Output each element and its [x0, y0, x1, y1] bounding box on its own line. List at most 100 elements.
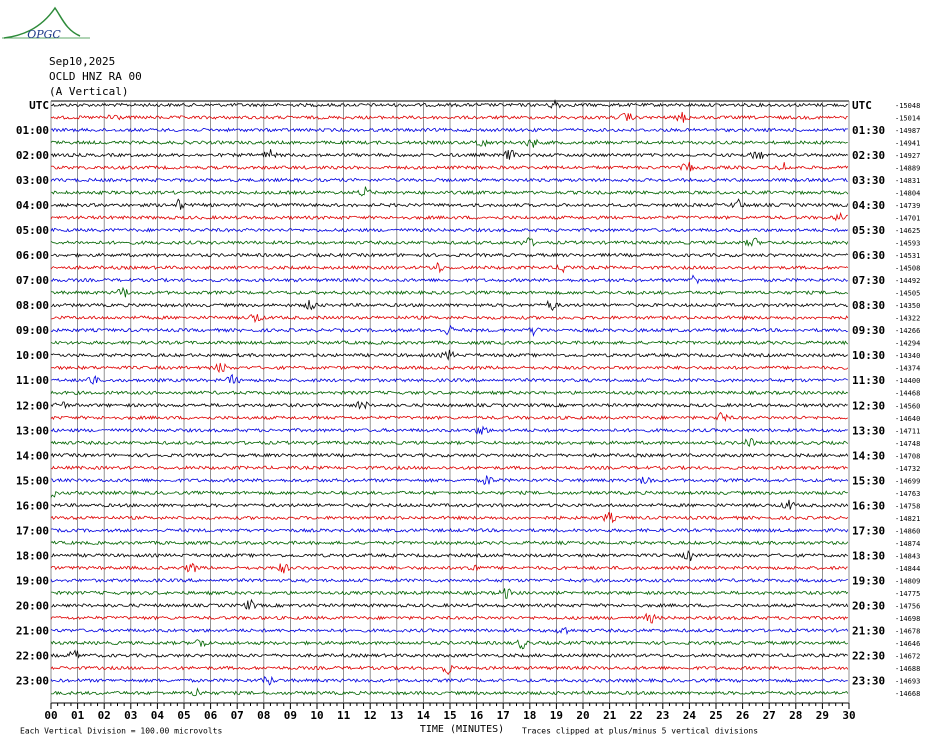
x-tick-label: 17 — [497, 709, 510, 722]
right-time-label: 23:30 — [852, 674, 885, 687]
station: OCLD HNZ RA 00 — [49, 70, 142, 83]
trace — [50, 649, 848, 659]
right-time-label: 19:30 — [852, 574, 885, 587]
trace — [50, 475, 849, 486]
row-offset: -14809 — [895, 577, 920, 585]
trace — [50, 577, 848, 583]
left-time-label: 05:00 — [16, 224, 49, 237]
trace — [50, 540, 849, 546]
left-time-label: 08:00 — [16, 299, 49, 312]
left-time-label: 15:00 — [16, 474, 49, 487]
trace — [50, 373, 849, 385]
right-time-label: 10:30 — [852, 349, 885, 362]
row-offset: -14927 — [895, 152, 920, 160]
trace — [50, 299, 848, 311]
x-tick-label: 24 — [683, 709, 697, 722]
x-tick-label: 11 — [337, 709, 351, 722]
trace — [50, 161, 849, 172]
row-offset: -14266 — [895, 327, 920, 335]
row-offset: -14468 — [895, 390, 920, 398]
right-time-label: 20:30 — [852, 599, 885, 612]
row-offset: -14821 — [895, 515, 920, 523]
x-tick-label: 20 — [576, 709, 589, 722]
right-time-label: 04:30 — [852, 199, 885, 212]
row-offset: -14756 — [895, 602, 920, 610]
row-offset: -14350 — [895, 302, 920, 310]
x-tick-label: 03 — [124, 709, 137, 722]
trace — [50, 490, 848, 498]
x-axis-title: TIME (MINUTES) — [420, 724, 504, 735]
logo-curve — [3, 6, 81, 39]
trace — [50, 598, 849, 610]
trace — [50, 314, 849, 324]
row-offset: -14889 — [895, 165, 920, 173]
trace — [50, 252, 849, 258]
trace — [50, 511, 849, 524]
left-time-label: 18:00 — [16, 549, 49, 562]
right-time-label: 16:30 — [852, 499, 885, 512]
right-time-label: 11:30 — [852, 374, 885, 387]
trace — [50, 499, 849, 510]
row-offset: -14640 — [895, 415, 920, 423]
trace — [50, 362, 849, 374]
row-offset: -14732 — [895, 465, 920, 473]
component: (A Vertical) — [49, 85, 128, 98]
x-tick-label: 01 — [71, 709, 85, 722]
x-tick-label: 30 — [842, 709, 855, 722]
left-time-label: 22:00 — [16, 649, 49, 662]
trace — [50, 687, 849, 697]
right-time-label: 01:30 — [852, 124, 885, 137]
right-time-label: 07:30 — [852, 274, 885, 287]
left-time-label: 16:00 — [16, 499, 49, 512]
row-offset: -14987 — [895, 127, 920, 135]
trace — [50, 675, 848, 686]
x-tick-label: 09 — [284, 709, 297, 722]
row-offset: -14688 — [895, 665, 920, 673]
row-offset: -14400 — [895, 377, 920, 385]
x-tick-label: 04 — [151, 709, 165, 722]
trace — [50, 390, 849, 396]
left-time-label: 11:00 — [16, 374, 49, 387]
x-tick-label: 28 — [789, 709, 802, 722]
right-time-label: 21:30 — [852, 624, 885, 637]
row-offset: -14560 — [895, 402, 920, 410]
trace — [51, 99, 848, 109]
trace — [50, 664, 849, 676]
left-time-label: 04:00 — [16, 199, 49, 212]
right-time-label: 06:30 — [852, 249, 885, 262]
x-tick-label: 02 — [98, 709, 111, 722]
left-time-label: 10:00 — [16, 349, 49, 362]
trace — [50, 425, 848, 435]
x-tick-label: 15 — [443, 709, 456, 722]
x-tick-label: 21 — [603, 709, 617, 722]
trace — [50, 111, 848, 123]
trace — [50, 627, 849, 636]
left-time-label: 19:00 — [16, 574, 49, 587]
right-time-label: 02:30 — [852, 149, 885, 162]
right-time-label: 22:30 — [852, 649, 885, 662]
x-tick-label: 25 — [709, 709, 722, 722]
trace — [51, 588, 849, 599]
x-tick-label: 14 — [417, 709, 431, 722]
row-offset: -14874 — [895, 540, 920, 548]
row-offset: -14739 — [895, 202, 920, 210]
title: Sep10,2025 — [49, 55, 115, 68]
left-time-label: 12:00 — [16, 399, 49, 412]
x-tick-label: 22 — [630, 709, 643, 722]
right-time-label: 17:30 — [852, 524, 885, 537]
trace — [50, 127, 848, 133]
left-time-label: UTC — [29, 99, 49, 112]
x-tick-label: 13 — [390, 709, 403, 722]
x-tick-label: 12 — [364, 709, 377, 722]
trace — [50, 198, 849, 210]
right-time-label: 05:30 — [852, 224, 885, 237]
trace — [50, 149, 849, 160]
row-offset: -14748 — [895, 440, 920, 448]
row-offset: -14708 — [895, 452, 920, 460]
row-offset: -14941 — [895, 140, 920, 148]
right-time-label: 14:30 — [852, 449, 885, 462]
row-offset: -14625 — [895, 227, 920, 235]
left-time-label: 17:00 — [16, 524, 49, 537]
